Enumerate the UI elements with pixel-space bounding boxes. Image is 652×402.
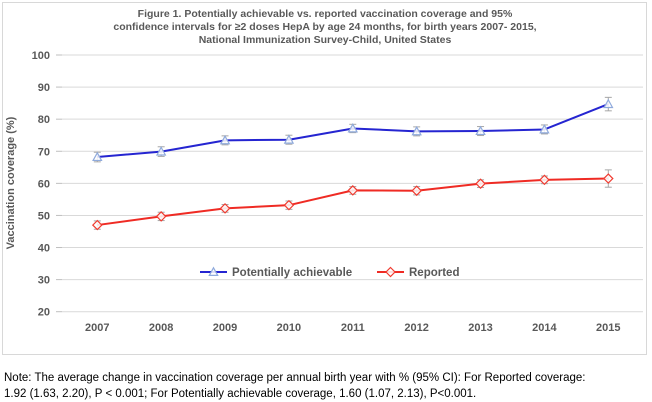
chart-legend: Potentially achievable Reported [200,266,459,279]
y-axis-tick-label-20: 20 [38,307,50,319]
x-axis-tick-label-2007: 2007 [85,322,109,334]
y-axis-tick-label-60: 60 [38,178,50,190]
figure-note-line-2: 1.92 (1.63, 2.20), P < 0.001; For Potent… [4,387,477,400]
chart-title-line-1: Figure 1. Potentially achievable vs. rep… [137,8,513,20]
marker-potentially-achievable-2007 [92,151,103,162]
marker-potentially-achievable-2009 [219,134,231,145]
figure-note-line-1: Note: The average change in vaccination … [4,372,586,384]
marker-reported-2007 [91,219,103,231]
series-reported [91,169,614,231]
marker-potentially-achievable-2011 [347,123,359,133]
vaccination-coverage-line-chart: 20 30 40 50 60 70 80 90 100 2007 2008 2009 2010 2011 2… [5,50,643,334]
marker-potentially-achievable-2014 [539,124,550,134]
chart-title: Figure 1. Potentially achievable vs. rep… [0,8,650,47]
marker-reported-2014 [539,174,550,186]
y-axis-tick-label-30: 30 [38,275,50,287]
marker-reported-2012 [411,185,423,197]
x-axis-tick-label-2008: 2008 [149,322,173,334]
x-axis-tick-label-2015: 2015 [596,322,620,334]
y-axis-tick-label-90: 90 [38,82,50,94]
x-axis-tick-label-2010: 2010 [277,322,301,334]
legend-label-potentially-achievable: Potentially achievable [232,267,352,279]
x-axis-tick-label-2014: 2014 [532,322,557,334]
chart-title-line-2: confidence intervals for ≥2 doses HepA b… [113,21,537,33]
chart-title-line-3: National Immunization Survey-Child, Unit… [198,34,452,46]
marker-reported-2008 [155,211,167,222]
marker-reported-2013 [475,178,486,190]
marker-reported-2015 [602,173,614,184]
legend-marker-reported [385,266,396,278]
chart-frame [2,2,647,355]
y-axis-tick-label-40: 40 [38,243,50,255]
y-axis-tick-label-100: 100 [32,50,50,62]
y-axis-tick-label-50: 50 [38,210,50,222]
legend-label-reported: Reported [409,267,459,279]
marker-reported-2011 [347,185,359,196]
series-potentially-achievable [92,96,614,163]
marker-potentially-achievable-2008 [155,146,167,156]
x-axis-tick-label-2013: 2013 [468,322,492,334]
figure-note: Note: The average change in vaccination … [4,371,650,402]
x-axis-tick-label-2011: 2011 [341,322,365,334]
marker-potentially-achievable-2015 [603,98,614,109]
y-axis-tick-label-80: 80 [38,114,50,126]
legend-marker-potentially-achievable [208,266,219,276]
x-axis-tick-label-2012: 2012 [404,322,428,334]
y-axis-title: Vaccination coverage (%) [5,116,17,249]
marker-potentially-achievable-2012 [411,125,422,136]
marker-reported-2009 [219,203,231,214]
x-axis-tick-label-2009: 2009 [213,322,237,334]
marker-potentially-achievable-2013 [475,125,486,136]
marker-potentially-achievable-2010 [283,134,295,144]
y-axis-tick-label-70: 70 [38,146,50,158]
marker-reported-2010 [283,199,295,211]
